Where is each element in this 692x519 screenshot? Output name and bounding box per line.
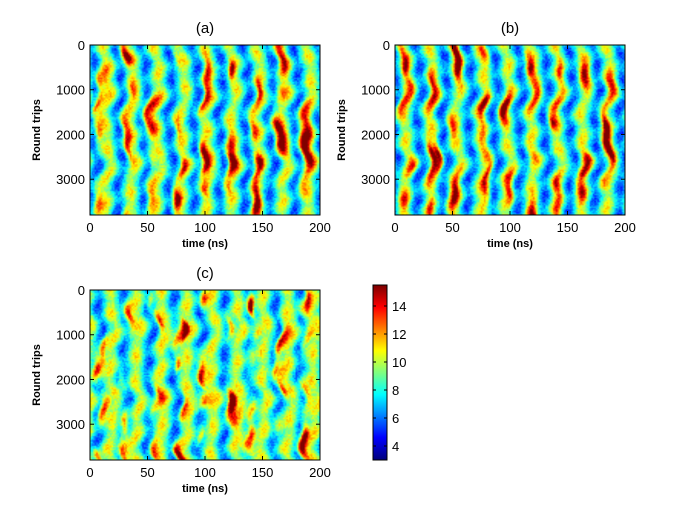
panel-title: (a): [196, 20, 214, 37]
y-tick-label: 0: [78, 283, 85, 298]
colorbar-frame: [372, 284, 388, 461]
x-axis-label: time (ns): [182, 483, 228, 495]
y-tick-label: 2000: [361, 127, 390, 142]
x-tick-label: 150: [557, 220, 579, 235]
colorbar-tick-label: 12: [392, 327, 406, 342]
x-tick-label: 50: [140, 220, 154, 235]
colorbar-tick-label: 8: [392, 383, 399, 398]
colorbar-tick-label: 10: [392, 355, 406, 370]
y-axis-label: Round trips: [31, 99, 43, 161]
y-tick-label: 1000: [56, 328, 85, 343]
x-tick-label: 100: [194, 465, 216, 480]
y-tick-label: 0: [383, 38, 390, 53]
y-tick-label: 1000: [56, 83, 85, 98]
x-tick-label: 0: [86, 465, 93, 480]
colorbar: 4 6 8 10 12 14: [372, 284, 406, 461]
y-tick-label: 3000: [56, 417, 85, 432]
colorbar-tick-label: 4: [392, 439, 399, 454]
y-tick-label: 2000: [56, 372, 85, 387]
colorbar-tick-label: 14: [392, 299, 406, 314]
heatmap-image-1: [90, 45, 320, 215]
x-tick-label: 0: [391, 220, 398, 235]
y-axis-label: Round trips: [336, 99, 348, 161]
x-tick-label: 150: [252, 220, 274, 235]
x-tick-label: 50: [445, 220, 459, 235]
y-axis-label: Round trips: [31, 344, 43, 406]
y-tick-label: 3000: [56, 172, 85, 187]
y-tick-label: 2000: [56, 127, 85, 142]
y-tick-label: 0: [78, 38, 85, 53]
x-axis-label: time (ns): [487, 238, 533, 250]
colorbar-gradient: [373, 285, 387, 460]
x-tick-label: 50: [140, 465, 154, 480]
panel-title: (b): [501, 20, 519, 37]
x-tick-label: 200: [309, 220, 331, 235]
heatmap-image-2: [395, 45, 625, 215]
y-tick-label: 3000: [361, 172, 390, 187]
x-tick-label: 100: [194, 220, 216, 235]
heatmap-image-3: [90, 290, 320, 460]
x-tick-label: 0: [86, 220, 93, 235]
x-tick-label: 100: [499, 220, 521, 235]
y-tick-label: 1000: [361, 83, 390, 98]
x-tick-label: 200: [614, 220, 636, 235]
panel-title: (c): [196, 265, 214, 282]
x-axis-label: time (ns): [182, 238, 228, 250]
x-tick-label: 150: [252, 465, 274, 480]
colorbar-tick-label: 6: [392, 411, 399, 426]
x-tick-label: 200: [309, 465, 331, 480]
